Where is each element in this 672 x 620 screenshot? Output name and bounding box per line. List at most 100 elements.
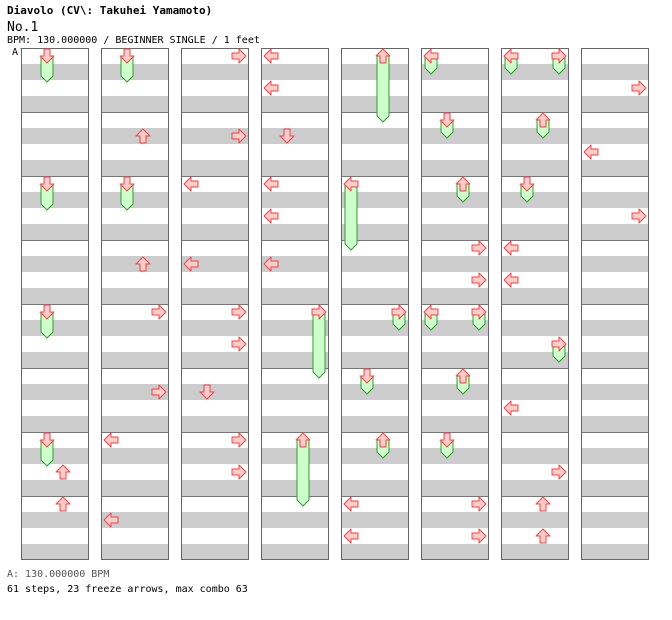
beat-stripe bbox=[261, 512, 329, 528]
beat-stripe bbox=[101, 400, 169, 416]
beat-stripe bbox=[341, 176, 409, 192]
beat-stripe bbox=[181, 192, 249, 208]
beat-stripe bbox=[581, 240, 649, 256]
bpm-marker-label: A bbox=[12, 47, 19, 58]
beat-stripe bbox=[21, 544, 89, 560]
beat-stripe bbox=[21, 400, 89, 416]
beat-stripe bbox=[421, 416, 489, 432]
beat-stripe bbox=[101, 480, 169, 496]
beat-stripe bbox=[101, 320, 169, 336]
beat-stripe bbox=[101, 528, 169, 544]
beat-stripe bbox=[181, 544, 249, 560]
up-arrow-icon bbox=[455, 176, 471, 192]
beat-stripe bbox=[421, 304, 489, 320]
beat-stripe bbox=[341, 400, 409, 416]
beat-stripe bbox=[421, 80, 489, 96]
beat-stripe bbox=[101, 256, 169, 272]
beat-stripe bbox=[261, 496, 329, 512]
beat-stripe bbox=[501, 256, 569, 272]
chart-stats: 61 steps, 23 freeze arrows, max combo 63 bbox=[7, 584, 248, 595]
chart-info: BPM: 130.000000 / BEGINNER SINGLE / 1 fe… bbox=[7, 35, 260, 46]
beat-stripe bbox=[501, 288, 569, 304]
right-arrow-icon bbox=[151, 304, 167, 320]
beat-stripe bbox=[581, 528, 649, 544]
beat-stripe bbox=[501, 448, 569, 464]
column-border bbox=[421, 48, 489, 560]
beat-stripe bbox=[501, 176, 569, 192]
up-arrow-icon bbox=[375, 432, 391, 448]
beat-stripe bbox=[581, 80, 649, 96]
chart-column bbox=[21, 48, 89, 560]
beat-stripe bbox=[21, 160, 89, 176]
beat-stripe bbox=[101, 416, 169, 432]
column-border bbox=[21, 48, 89, 560]
beat-stripe bbox=[501, 272, 569, 288]
beat-stripe bbox=[501, 368, 569, 384]
beat-stripe bbox=[581, 192, 649, 208]
beat-stripe bbox=[501, 336, 569, 352]
chart-column bbox=[101, 48, 169, 560]
beat-stripe bbox=[261, 528, 329, 544]
beat-stripe bbox=[101, 368, 169, 384]
beat-stripe bbox=[21, 528, 89, 544]
beat-stripe bbox=[181, 528, 249, 544]
up-arrow-icon bbox=[375, 48, 391, 64]
beat-stripe bbox=[421, 96, 489, 112]
left-arrow-icon bbox=[263, 256, 279, 272]
beat-stripe bbox=[501, 528, 569, 544]
beat-stripe bbox=[341, 208, 409, 224]
beat-stripe bbox=[261, 320, 329, 336]
beat-stripe bbox=[341, 240, 409, 256]
beat-stripe bbox=[21, 144, 89, 160]
freeze-arrow-body bbox=[296, 439, 310, 507]
down-arrow-icon bbox=[439, 112, 455, 128]
beat-stripe bbox=[181, 64, 249, 80]
beat-stripe bbox=[181, 128, 249, 144]
beat-stripe bbox=[341, 528, 409, 544]
freeze-arrow-body bbox=[312, 311, 326, 379]
beat-stripe bbox=[261, 384, 329, 400]
beat-stripe bbox=[581, 480, 649, 496]
beat-stripe bbox=[501, 144, 569, 160]
beat-stripe bbox=[181, 224, 249, 240]
beat-stripe bbox=[421, 208, 489, 224]
left-arrow-icon bbox=[343, 496, 359, 512]
beat-stripe bbox=[181, 496, 249, 512]
beat-stripe bbox=[181, 480, 249, 496]
beat-stripe bbox=[101, 352, 169, 368]
beat-stripe bbox=[21, 288, 89, 304]
beat-stripe bbox=[261, 240, 329, 256]
beat-stripe bbox=[101, 80, 169, 96]
beat-stripe bbox=[581, 64, 649, 80]
beat-stripe bbox=[181, 352, 249, 368]
beat-stripe bbox=[581, 368, 649, 384]
beat-stripe bbox=[501, 208, 569, 224]
beat-stripe bbox=[421, 528, 489, 544]
beat-stripe bbox=[341, 496, 409, 512]
left-arrow-icon bbox=[103, 432, 119, 448]
right-arrow-icon bbox=[551, 336, 567, 352]
beat-stripe bbox=[21, 352, 89, 368]
beat-stripe bbox=[421, 256, 489, 272]
beat-stripe bbox=[181, 112, 249, 128]
beat-stripe bbox=[21, 48, 89, 64]
beat-stripe bbox=[261, 144, 329, 160]
beat-stripe bbox=[261, 448, 329, 464]
beat-stripe bbox=[341, 352, 409, 368]
right-arrow-icon bbox=[631, 80, 647, 96]
beat-stripe bbox=[341, 144, 409, 160]
beat-stripe bbox=[21, 480, 89, 496]
beat-stripe bbox=[21, 240, 89, 256]
beat-stripe bbox=[101, 64, 169, 80]
bpm-legend: A: 130.000000 BPM bbox=[7, 569, 110, 580]
freeze-arrow-body bbox=[376, 55, 390, 123]
beat-stripe bbox=[261, 256, 329, 272]
beat-stripe bbox=[341, 336, 409, 352]
song-title: Diavolo (CV\: Takuhei Yamamoto) bbox=[7, 4, 213, 17]
beat-stripe bbox=[21, 80, 89, 96]
beat-stripe bbox=[581, 320, 649, 336]
right-arrow-icon bbox=[151, 384, 167, 400]
beat-stripe bbox=[261, 336, 329, 352]
beat-stripe bbox=[181, 464, 249, 480]
beat-stripe bbox=[181, 304, 249, 320]
